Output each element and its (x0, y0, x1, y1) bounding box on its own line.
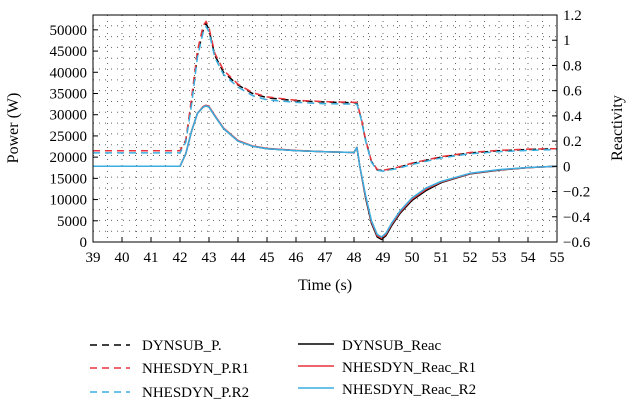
legend-label-nhesdyn-p-r2: NHESDYN_P.R2 (142, 385, 249, 401)
y-left-tick-labels: 0 5000 10000 15000 20000 25000 30000 35000 40000… (50, 23, 88, 251)
legend: DYNSUB_P. NHESDYN_P.R1 NHESDYN_P.R2 DYNS… (90, 338, 476, 401)
y-left-tick-label: 5000 (57, 214, 87, 230)
series-nhesdyn-reac-r2-line (93, 105, 557, 238)
y-right-tick-label: 0.2 (563, 134, 582, 150)
x-tick-label: 50 (405, 250, 420, 266)
y-left-tick-label: 50000 (50, 23, 88, 39)
y-left-tick-label: 40000 (50, 65, 88, 81)
legend-label-dynsub-p: DYNSUB_P. (142, 338, 222, 354)
x-tick-label: 49 (376, 250, 391, 266)
tick-marks (92, 14, 558, 243)
y-left-tick-label: 30000 (50, 108, 88, 124)
y-right-tick-label: 1.2 (563, 8, 582, 24)
y-right-axis-title: Reactivity (609, 95, 626, 161)
legend-label-nhesdyn-reac-r1: NHESDYN_Reac_R1 (342, 360, 476, 376)
y-right-tick-label: −0.4 (563, 210, 591, 226)
x-tick-label: 52 (463, 250, 478, 266)
y-left-tick-label: 35000 (50, 86, 88, 102)
legend-label-dynsub-reac: DYNSUB_Reac (342, 338, 441, 354)
series-lines (93, 20, 557, 241)
y-right-tick-label: −0.6 (563, 235, 591, 251)
legend-label-nhesdyn-reac-r2: NHESDYN_Reac_R2 (342, 382, 476, 398)
y-right-tick-label: 0.8 (563, 58, 582, 74)
x-tick-label: 43 (202, 250, 217, 266)
y-left-axis-title: Power (W) (5, 93, 22, 164)
y-right-tick-labels: −0.6 −0.4 −0.2 0 0.2 0.4 0.6 0.8 1 1.2 (563, 8, 591, 251)
x-tick-label: 39 (86, 250, 101, 266)
x-tick-labels: 39 40 41 42 43 44 45 46 47 48 49 50 51 52 53 54 55 (86, 250, 565, 266)
x-tick-label: 46 (289, 250, 305, 266)
series-nhesdyn-p-r1-line (93, 20, 557, 172)
x-tick-label: 42 (173, 250, 188, 266)
x-tick-label: 48 (347, 250, 362, 266)
y-left-tick-label: 0 (80, 235, 88, 251)
y-right-tick-label: 0.6 (563, 84, 582, 100)
y-right-tick-label: 0 (563, 159, 571, 175)
x-axis-title: Time (s) (298, 277, 352, 294)
x-tick-label: 45 (260, 250, 275, 266)
x-tick-label: 47 (318, 250, 334, 266)
y-left-tick-label: 20000 (50, 150, 88, 166)
x-tick-label: 41 (144, 250, 159, 266)
grid (93, 15, 557, 242)
y-left-tick-label: 15000 (50, 171, 88, 187)
y-left-tick-label: 25000 (50, 129, 88, 145)
x-tick-label: 51 (434, 250, 449, 266)
x-tick-label: 40 (115, 250, 130, 266)
x-tick-label: 44 (231, 250, 247, 266)
series-nhesdyn-p-r2-line (93, 25, 557, 172)
x-tick-label: 53 (492, 250, 507, 266)
y-right-tick-label: −0.2 (563, 185, 590, 201)
legend-label-nhesdyn-p-r1: NHESDYN_P.R1 (142, 361, 249, 377)
y-left-tick-label: 10000 (50, 193, 88, 209)
y-right-tick-label: 0.4 (563, 109, 582, 125)
x-tick-label: 55 (550, 250, 565, 266)
y-left-tick-label: 45000 (50, 44, 88, 60)
x-tick-label: 54 (521, 250, 537, 266)
y-right-tick-label: 1 (563, 33, 571, 49)
